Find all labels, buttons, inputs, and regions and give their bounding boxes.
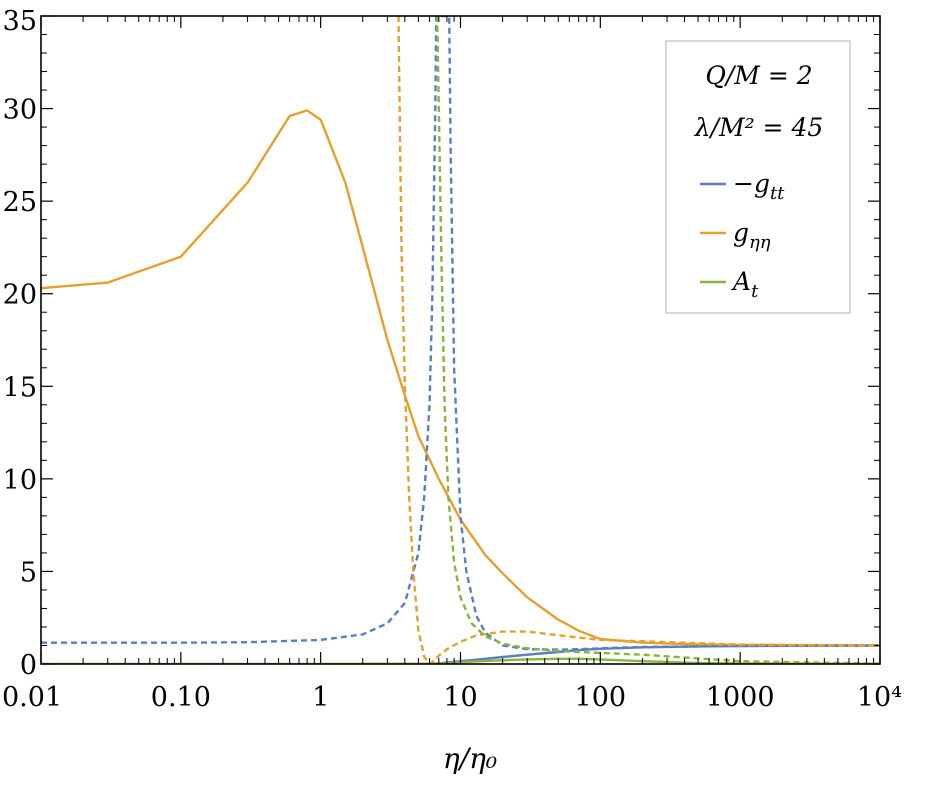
y-tick-label: 10 xyxy=(3,465,37,496)
legend-label-subscript: ηη xyxy=(749,232,771,253)
x-tick-label: 10 xyxy=(443,682,477,713)
y-tick-label: 5 xyxy=(20,557,37,588)
series-line-3 xyxy=(41,16,880,651)
annotation-coupling-ratio: λ/M² = 45 xyxy=(694,113,824,142)
y-tick-label: 15 xyxy=(3,372,37,403)
y-tick-label: 30 xyxy=(3,95,37,126)
x-tick-label: 0.01 xyxy=(2,682,62,713)
x-tick-label: 1000 xyxy=(706,682,775,713)
y-tick-label: 20 xyxy=(3,280,37,311)
y-tick-label: 25 xyxy=(3,187,37,218)
ticks-layer xyxy=(40,15,881,665)
legend-label-subscript: t xyxy=(751,281,759,302)
series-line-5 xyxy=(435,16,880,664)
x-tick-label: 1 xyxy=(312,682,329,713)
series-line-4 xyxy=(397,16,880,664)
x-axis-title: η/η₀ xyxy=(443,742,497,775)
series-line-1 xyxy=(41,109,880,647)
y-tick-label: 35 xyxy=(3,6,37,37)
legend-label-subscript: tt xyxy=(770,183,785,204)
x-tick-label: 0.10 xyxy=(151,682,211,713)
y-tick-label: 0 xyxy=(20,650,37,681)
x-tick-label: 10⁴ xyxy=(857,682,902,713)
legend-box xyxy=(665,40,851,314)
x-tick-label: 100 xyxy=(575,682,627,713)
annotation-charge-ratio: Q/M = 2 xyxy=(705,61,812,90)
tick-labels-layer: 0.01 0.10 1 10 100 1000 10⁴ 0 5 10 15 20 25 30 35 xyxy=(2,6,902,713)
